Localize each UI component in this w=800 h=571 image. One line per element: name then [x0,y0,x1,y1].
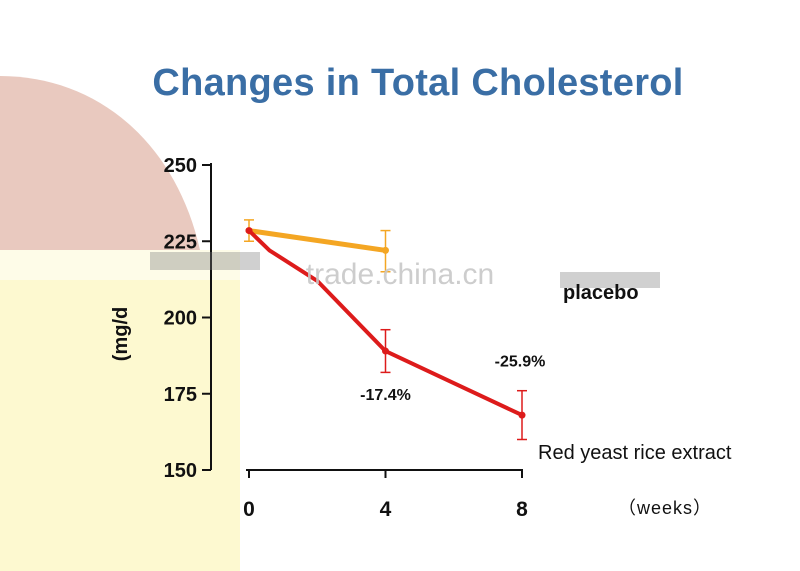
annotation-week4-percent: -17.4% [360,387,411,404]
x-tick-label: 0 [243,498,255,521]
annotation-week8-percent: -25.9% [495,353,546,370]
y-tick-label: 175 [164,384,197,406]
background-cream-panel [0,250,240,571]
y-axis-label: (mg/d [110,307,132,361]
y-tick-label: 200 [164,308,197,330]
watermark-band: trade.china.cn [150,252,660,291]
watermark-smudge [560,272,660,288]
watermark-smudge [150,252,260,270]
background-pink-arc [0,76,200,250]
x-tick-label: 8 [516,498,528,521]
y-tick-label: 250 [164,155,197,177]
treatment-data-point [382,347,389,355]
y-tick-label: 150 [164,460,197,482]
x-tick-label: 4 [380,498,392,521]
y-tick-label: 225 [164,231,197,253]
treatment-data-point [518,411,526,419]
background-light-band [0,250,240,280]
chart-title: Changes in Total Cholesterol [152,62,684,104]
treatment-series-line [247,228,524,418]
placebo-series-line [246,228,388,253]
x-axis-label: （weeks） [618,498,712,518]
treatment-data-point [245,227,253,235]
placebo-series-label: placebo [563,282,639,304]
placebo-data-point [382,246,389,254]
treatment-series-label: Red yeast rice extract [538,442,732,464]
watermark-text: trade.china.cn [306,258,494,291]
